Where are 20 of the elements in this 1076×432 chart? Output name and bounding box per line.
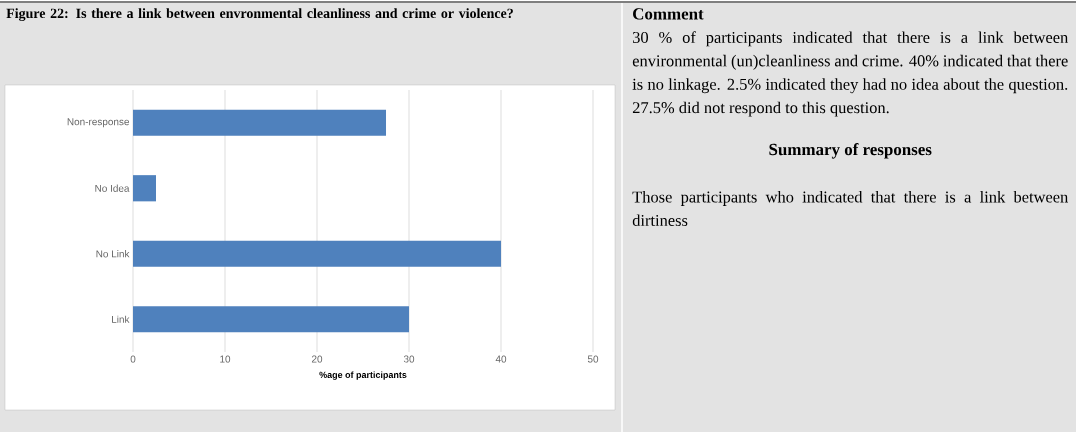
y-tick-label: Non-response — [67, 118, 130, 128]
x-tick-label: 10 — [220, 355, 231, 363]
x-tick-label: 20 — [311, 355, 323, 363]
y-tick-label: No Idea — [95, 184, 130, 192]
x-tick-label: 40 — [495, 355, 507, 363]
x-tick-label: 30 — [403, 355, 415, 363]
bar — [133, 240, 502, 267]
text: Comment — [633, 8, 704, 20]
x-axis-title: %age of participants — [319, 371, 407, 380]
x-tick-label: 0 — [130, 355, 136, 363]
chart-title: Figure 22: Is there a link between envronmental cleanliness and crime or violence? — [6, 8, 513, 21]
x-tick-label: 50 — [587, 355, 599, 363]
text: Those participants who indicated that there is a link between dirtiness — [632, 190, 1069, 226]
bar — [133, 306, 410, 333]
y-tick-label: No Link — [96, 250, 130, 258]
bar — [133, 109, 387, 136]
bar — [133, 175, 157, 202]
text: Summary of responses — [769, 143, 932, 159]
text: 30 % of participants indicated that there is a link between environmental (un)cleanliness and crime. 40% indicated that there is no linkage. 2.5% indicated they had no idea about the question. 27.5% did not respond to this question. — [632, 31, 1069, 117]
y-tick-label: Link — [112, 315, 130, 323]
